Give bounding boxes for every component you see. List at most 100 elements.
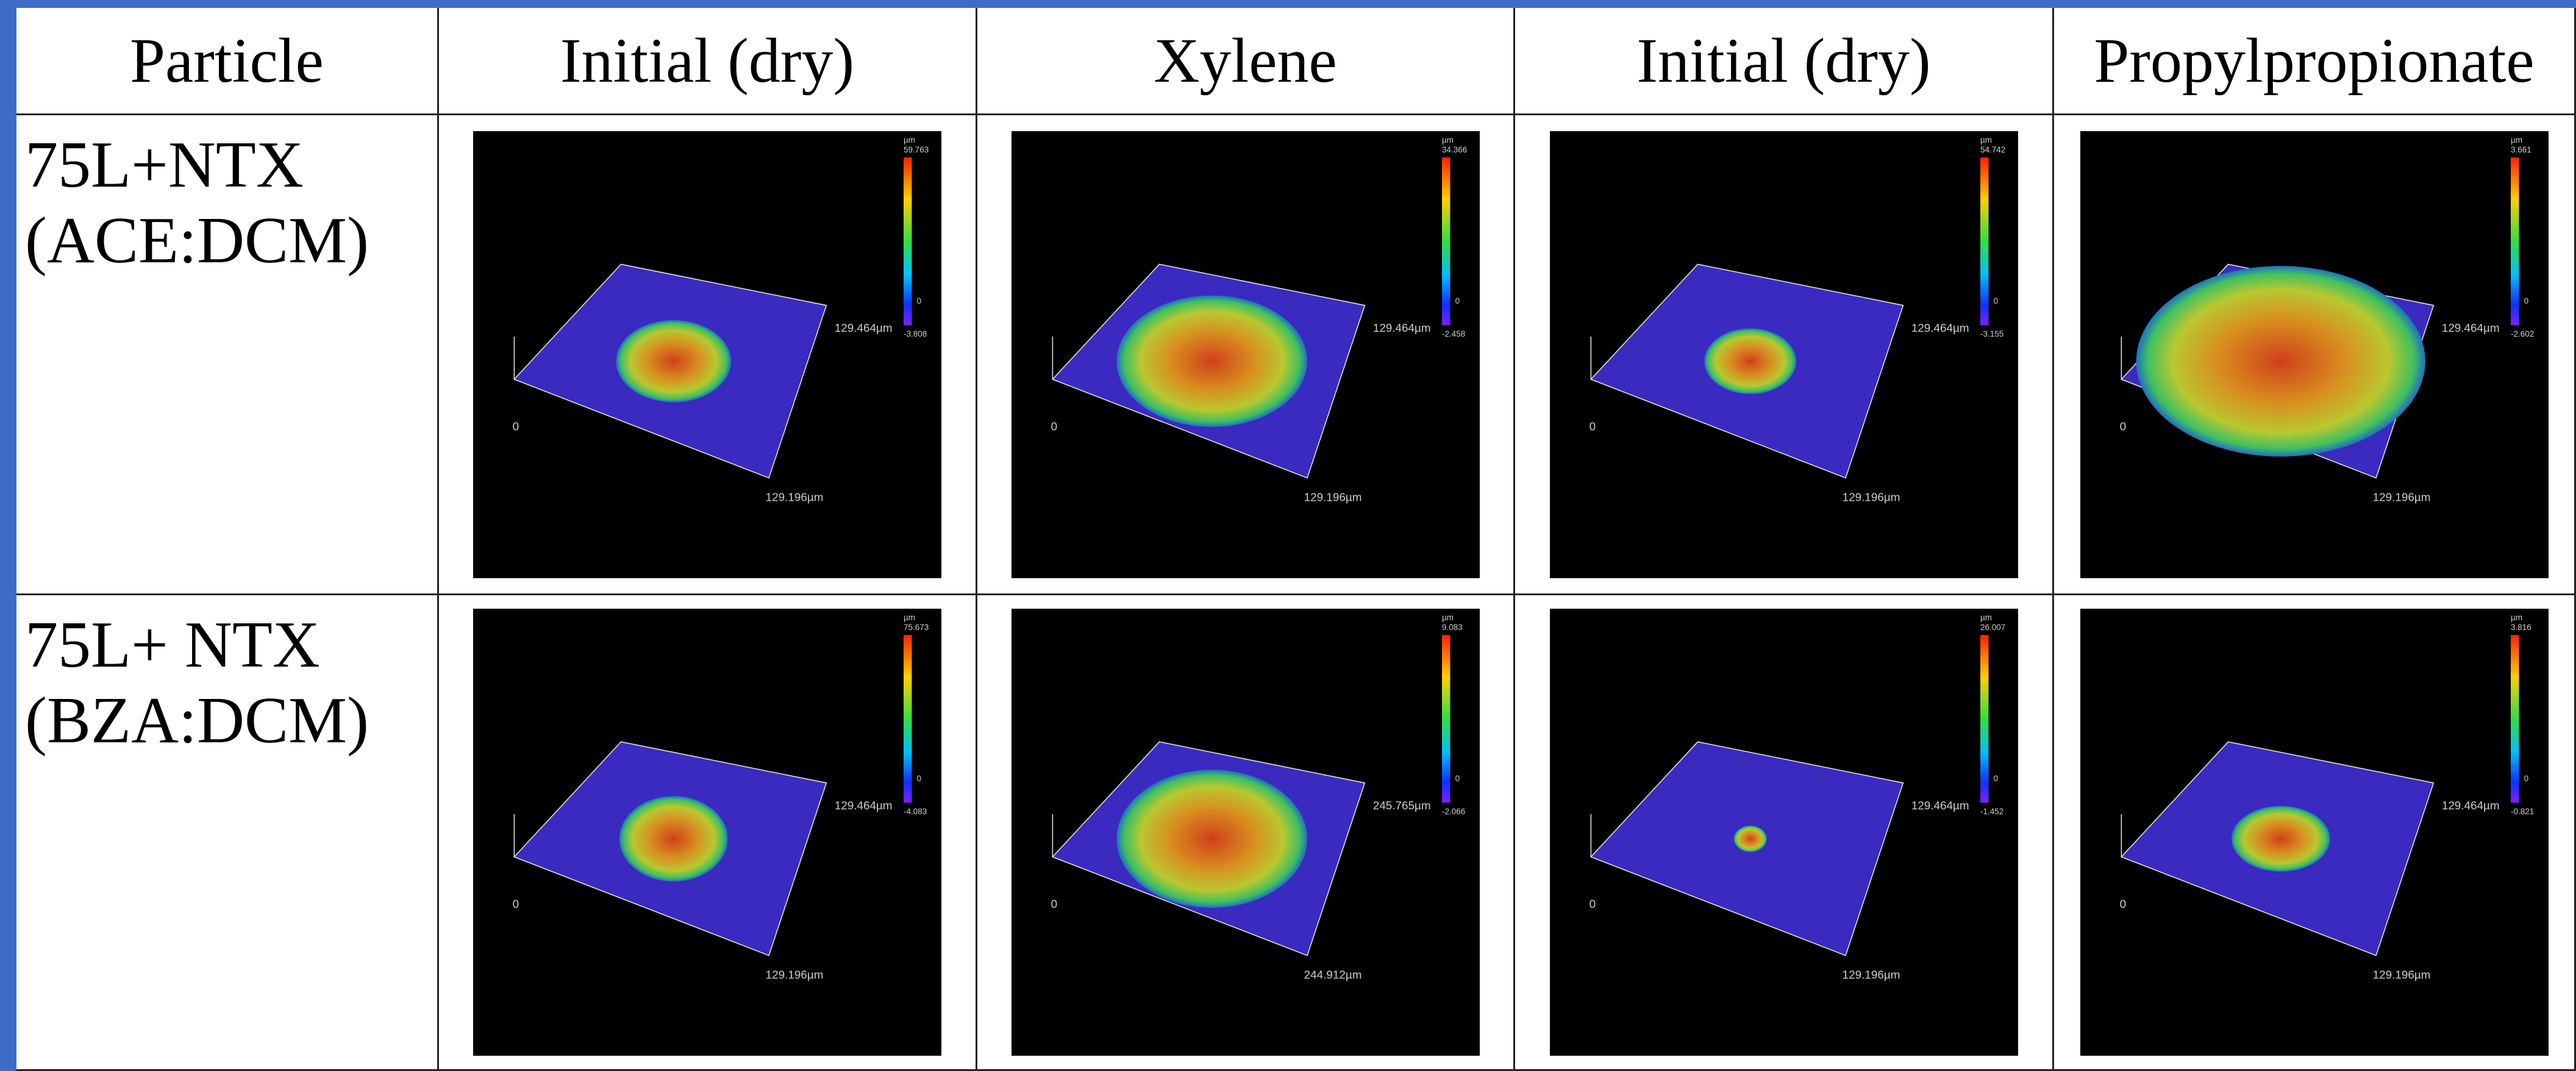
x-extent: 244.912µm: [1304, 968, 1361, 981]
scale-max: 34.366: [1442, 145, 1467, 154]
scale-min: -2.458: [1442, 329, 1465, 338]
particle-blob: [1116, 295, 1307, 427]
origin: 0: [2119, 897, 2126, 910]
color-bar: [1442, 157, 1450, 325]
x-extent: 129.196µm: [766, 968, 824, 981]
color-bar: [1442, 635, 1450, 803]
color-bar: [2511, 157, 2519, 325]
scale-min: -2.602: [2511, 329, 2534, 338]
header-cell: Propylpropionate: [2054, 8, 2576, 115]
color-bar: [904, 635, 912, 803]
y-extent: 129.464µm: [835, 799, 893, 812]
scale-min: -2.066: [1442, 807, 1465, 816]
origin: 0: [1589, 420, 1596, 432]
scale-max: 54.742: [1980, 145, 2005, 154]
surface-image: µm9.083 0 -2.066 245.765µm 244.912µm 0: [1011, 609, 1480, 1056]
scale-zero: 0: [917, 774, 922, 783]
x-extent: 129.196µm: [1842, 490, 1900, 503]
particle-label: 75L+NTX: [25, 127, 304, 203]
color-bar: [1980, 157, 1988, 325]
origin: 0: [1051, 420, 1057, 432]
surface-image: µm3.661 0 -2.602 129.464µm 129.196µm 0: [2080, 131, 2549, 578]
scale-unit: µm: [1980, 613, 1992, 622]
scale-unit: µm: [1442, 613, 1454, 622]
scale-zero: 0: [1455, 296, 1460, 305]
particle-label: 75L+ NTX: [25, 607, 320, 683]
color-bar: [904, 157, 912, 325]
y-extent: 129.464µm: [1911, 799, 1969, 812]
scale-unit: µm: [2511, 135, 2522, 144]
scale-zero: 0: [2524, 774, 2528, 783]
particle-blob: [1116, 770, 1307, 908]
x-extent: 129.196µm: [2372, 490, 2430, 503]
y-extent: 129.464µm: [2441, 321, 2499, 334]
color-bar: [2511, 635, 2519, 803]
origin: 0: [1589, 897, 1596, 910]
scale-zero: 0: [1993, 774, 1998, 783]
header-cell: Xylene: [977, 8, 1515, 115]
scale-max: 3.661: [2511, 145, 2531, 154]
header-cell: Particle: [16, 8, 439, 115]
particle-label: (BZA:DCM): [25, 683, 369, 759]
scale-max: 26.007: [1980, 623, 2005, 632]
particle-blob: [1733, 826, 1766, 852]
particle-cell: 75L+ NTX(BZA:DCM): [16, 595, 439, 1071]
scale-zero: 0: [2524, 296, 2528, 305]
scale-min: -3.155: [1980, 329, 2003, 338]
scale-unit: µm: [1980, 135, 1992, 144]
scale-max: 3.816: [2511, 623, 2531, 632]
particle-blob: [2136, 265, 2425, 456]
particle-blob: [2231, 806, 2330, 872]
scale-unit: µm: [904, 613, 915, 622]
x-extent: 129.196µm: [1304, 490, 1361, 503]
scale-max: 9.083: [1442, 623, 1463, 632]
scale-min: -3.808: [904, 329, 927, 338]
color-bar: [1980, 635, 1988, 803]
scale-max: 75.673: [904, 623, 929, 632]
particle-blob: [1704, 328, 1796, 394]
scale-zero: 0: [1455, 774, 1460, 783]
scale-zero: 0: [1993, 296, 1998, 305]
particle-blob: [616, 320, 731, 402]
page: ParticleInitial (dry)XyleneInitial (dry)…: [0, 0, 2576, 1071]
y-extent: 129.464µm: [1911, 321, 1969, 334]
scale-unit: µm: [904, 135, 915, 144]
scale-zero: 0: [917, 296, 922, 305]
scale-min: -1.452: [1980, 807, 2003, 816]
scale-unit: µm: [2511, 613, 2522, 622]
scale-min: -4.083: [904, 807, 927, 816]
y-extent: 129.464µm: [2441, 799, 2499, 812]
origin: 0: [2119, 420, 2126, 432]
scale-min: -0.821: [2511, 807, 2534, 816]
particle-cell: 75L+NTX(ACE:DCM): [16, 115, 439, 595]
header-cell: Initial (dry): [1515, 8, 2054, 115]
particle-label: (ACE:DCM): [25, 203, 369, 279]
y-extent: 129.464µm: [835, 321, 893, 334]
scale-unit: µm: [1442, 135, 1454, 144]
x-extent: 129.196µm: [766, 490, 824, 503]
header-cell: Initial (dry): [439, 8, 977, 115]
origin: 0: [513, 420, 519, 432]
y-extent: 129.464µm: [1372, 321, 1430, 334]
y-extent: 245.765µm: [1372, 799, 1430, 812]
x-extent: 129.196µm: [1842, 968, 1900, 981]
scale-max: 59.763: [904, 145, 929, 154]
origin: 0: [1051, 897, 1057, 910]
particle-blob: [619, 796, 728, 881]
origin: 0: [513, 897, 519, 910]
